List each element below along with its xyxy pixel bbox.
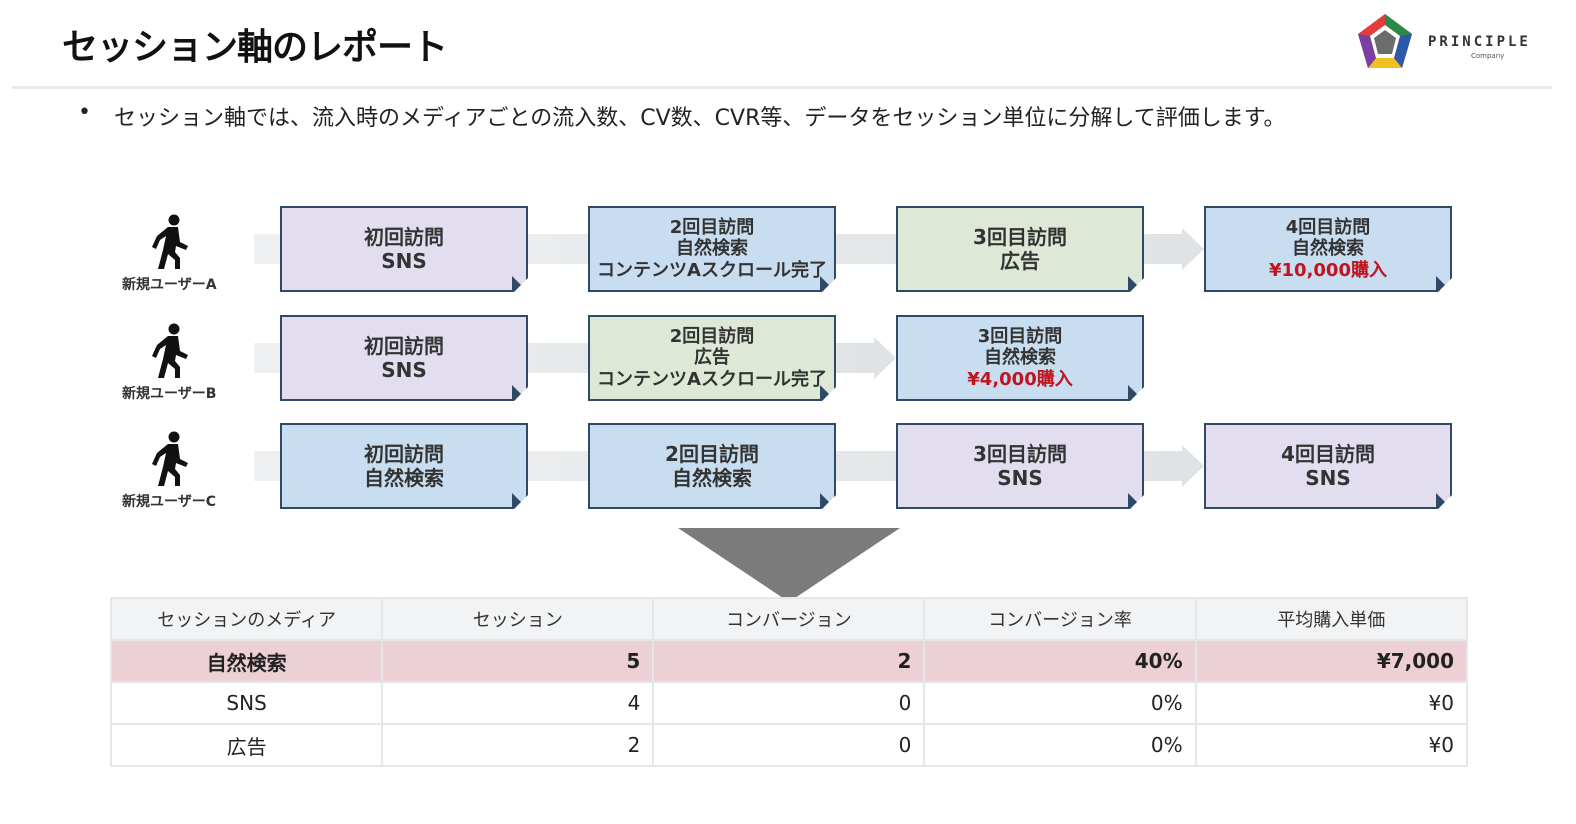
page-fold-icon [1128,385,1143,400]
flow-arrow-head-icon [1182,445,1204,487]
visit-card-line: 3回目訪問 [973,225,1067,249]
user-label: 新規ユーザーA [122,277,217,293]
table-row: SNS 4 0 0% ¥0 [109,681,1469,725]
user-label: 新規ユーザーC [122,494,216,510]
visit-card: 2回目訪問 自然検索 コンテンツAスクロール完了 [588,206,836,292]
column-header-cvr: コンバージョン率 [923,597,1197,641]
visit-card-line: SNS [381,358,427,382]
visit-card: 3回目訪問 自然検索 ¥4,000購入 [896,315,1144,401]
journey-row: 新規ユーザーB 初回訪問 SNS 2回目訪問 広告 コンテンツAスクロール完了 3回目訪問自… [0,315,1576,411]
flow-arrow-head-icon [874,337,896,379]
cell-sessions: 5 [381,639,655,683]
visit-card-line: SNS [997,466,1043,490]
page-fold-icon [1128,276,1143,291]
walking-person-icon [146,323,194,379]
visit-card-line: 広告 [1000,249,1040,273]
bullet-dot: • [78,100,91,125]
table-row: 広告 2 0 0% ¥0 [109,723,1469,767]
page-fold-icon [512,385,527,400]
logo-subtext: Company [1471,52,1505,60]
cell-sessions: 4 [381,681,655,725]
column-header-conversions: コンバージョン [652,597,926,641]
user-label: 新規ユーザーB [122,386,217,402]
visit-card-line: 2回目訪問 [669,216,755,238]
visit-card-line: 自然検索 [1292,238,1364,260]
visit-card: 3回目訪問 SNS [896,423,1144,509]
table-header-row: セッションのメディア セッション コンバージョン コンバージョン率 平均購入単価 [109,597,1469,641]
page-fold-icon [1128,493,1143,508]
visit-card-line: 自然検索 [672,466,752,490]
flow-arrow-head-icon [1182,228,1204,270]
purchase-amount: ¥10,000購入 [1269,259,1387,281]
visit-card-line: 2回目訪問 [669,325,755,347]
visit-card-line: 広告 [694,347,730,369]
page-fold-icon [1436,493,1451,508]
visit-card-line: 初回訪問 [364,442,444,466]
title-divider [12,86,1552,89]
visit-card-line: コンテンツAスクロール完了 [597,368,827,390]
visit-card-line: 自然検索 [984,347,1056,369]
visit-card: 4回目訪問 SNS [1204,423,1452,509]
column-header-media: セッションのメディア [109,597,384,641]
page-title: セッション軸のレポート [62,27,448,68]
visit-card: 初回訪問 SNS [280,315,528,401]
visit-card: 3回目訪問 広告 [896,206,1144,292]
journey-row: 新規ユーザーA 初回訪問 SNS 2回目訪問 自然検索 コンテンツAスクロール完了 3回目訪… [0,206,1576,302]
cell-avg-price: ¥0 [1194,681,1469,725]
cell-conversions: 0 [652,723,926,767]
down-triangle-icon [678,528,900,602]
cell-cvr: 0% [923,681,1197,725]
visit-card: 初回訪問 SNS [280,206,528,292]
visit-card: 初回訪問 自然検索 [280,423,528,509]
visit-card-line: 3回目訪問 [973,442,1067,466]
page-fold-icon [512,493,527,508]
page-fold-icon [820,385,835,400]
visit-card-line: コンテンツAスクロール完了 [597,259,827,281]
cell-cvr: 0% [923,723,1197,767]
visit-card-line: 2回目訪問 [665,442,759,466]
visit-card-line: 3回目訪問 [977,325,1063,347]
cell-media: 広告 [109,723,384,767]
visit-card-line: 初回訪問 [364,225,444,249]
description-text: セッション軸では、流入時のメディアごとの流入数、CV数、CVR等、データをセッシ… [114,106,1286,131]
table-row: 自然検索 5 2 40% ¥7,000 [109,639,1469,683]
visit-card: 4回目訪問 自然検索 ¥10,000購入 [1204,206,1452,292]
purchase-amount: ¥4,000購入 [967,368,1073,390]
description-bullet: • セッション軸では、流入時のメディアごとの流入数、CV数、CVR等、データをセ… [78,100,1286,132]
visit-card-line: SNS [381,249,427,273]
walking-person-icon [146,214,194,270]
cell-conversions: 0 [652,681,926,725]
cell-avg-price: ¥0 [1194,723,1469,767]
visit-card: 2回目訪問 広告 コンテンツAスクロール完了 [588,315,836,401]
session-report-table: セッションのメディア セッション コンバージョン コンバージョン率 平均購入単価… [109,597,1469,767]
visit-card-line: 自然検索 [364,466,444,490]
page-fold-icon [1436,276,1451,291]
cell-conversions: 2 [652,639,926,683]
cell-media: SNS [109,681,384,725]
journey-row: 新規ユーザーC 初回訪問 自然検索 2回目訪問 自然検索 3回目訪問 SNS 4回目訪問 SNS [0,423,1576,519]
cell-avg-price: ¥7,000 [1194,639,1469,683]
column-header-sessions: セッション [381,597,655,641]
company-logo: PRINCIPLE Company [1354,12,1554,72]
walking-person-icon [146,431,194,487]
visit-card-line: SNS [1305,466,1351,490]
page-fold-icon [820,493,835,508]
logo-pentagon-icon [1358,14,1412,68]
cell-media: 自然検索 [109,639,384,683]
cell-sessions: 2 [381,723,655,767]
page-fold-icon [512,276,527,291]
cell-cvr: 40% [923,639,1197,683]
visit-card-line: 4回目訪問 [1285,216,1371,238]
visit-card-line: 自然検索 [676,238,748,260]
page-fold-icon [820,276,835,291]
column-header-avg-price: 平均購入単価 [1194,597,1469,641]
visit-card-line: 初回訪問 [364,334,444,358]
logo-text: PRINCIPLE [1428,34,1531,50]
visit-card-line: 4回目訪問 [1281,442,1375,466]
visit-card: 2回目訪問 自然検索 [588,423,836,509]
